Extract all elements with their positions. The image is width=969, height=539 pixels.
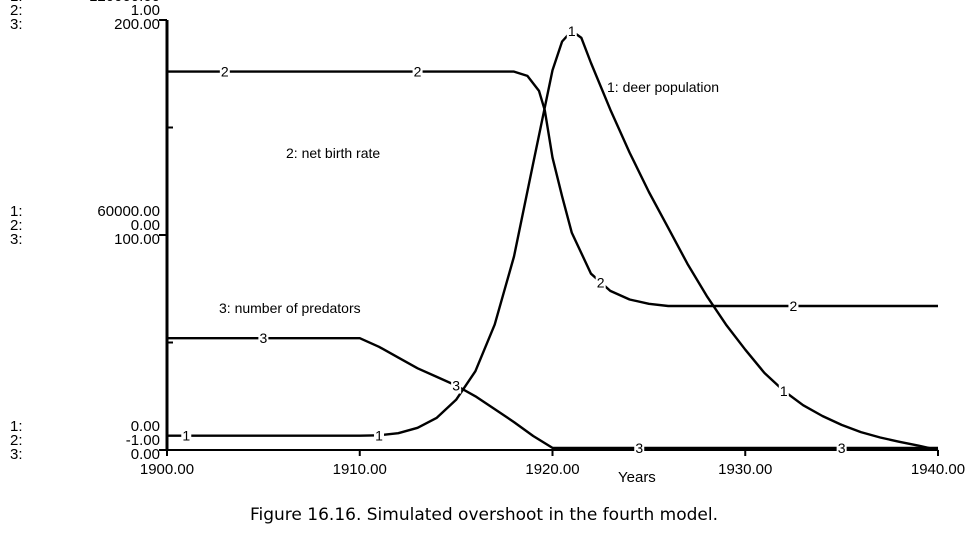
series-marker-bg xyxy=(566,22,577,39)
y-tick-label: 1.00 xyxy=(131,2,160,19)
series-marker-bg xyxy=(258,330,269,347)
y-axis-id: 2: xyxy=(10,217,23,234)
series-marker-bg xyxy=(788,297,799,314)
series-marker-bg xyxy=(451,377,462,394)
series-markers: 1 1 1 1 2 2 2 2 3 3 3 3 xyxy=(181,22,847,456)
y-tick-label: 100.00 xyxy=(114,231,160,248)
series-label-2: 2: net birth rate xyxy=(286,145,380,161)
y-axis-id: 2: xyxy=(10,2,23,19)
y-axis-id: 1: xyxy=(10,203,23,220)
y-tick-label: 0.00 xyxy=(131,217,160,234)
series-marker-bg xyxy=(836,439,847,456)
axis-ticks xyxy=(159,19,939,456)
y-axis-id: 3: xyxy=(10,231,23,248)
x-tick-label: 1920.00 xyxy=(525,461,579,478)
figure-caption: Figure 16.16. Simulated overshoot in the… xyxy=(250,505,718,525)
y-tick-label: 60000.00 xyxy=(97,203,160,220)
series-marker-1: 1 xyxy=(780,383,788,399)
series-line-2 xyxy=(167,70,938,308)
y-axis-id: 3: xyxy=(10,16,23,33)
axes xyxy=(165,20,938,451)
series-marker-bg xyxy=(778,382,789,399)
y-tick-label: 0.00 xyxy=(131,446,160,463)
series-marker-2: 2 xyxy=(597,274,605,290)
series-marker-2: 2 xyxy=(414,64,422,80)
y-axis-id: 2: xyxy=(10,432,23,449)
y-axis-id: 3: xyxy=(10,446,23,463)
y-axis-id: 1: xyxy=(10,418,23,435)
series-line-3 xyxy=(167,337,938,450)
series-marker-2: 2 xyxy=(221,64,229,80)
series-marker-3: 3 xyxy=(452,378,460,394)
y-tick-label: 0.00 xyxy=(131,418,160,435)
x-tick-label: 1930.00 xyxy=(718,461,772,478)
series-marker-1: 1 xyxy=(375,427,383,443)
series-line-1 xyxy=(167,29,939,452)
series-marker-bg xyxy=(181,427,192,444)
series-marker-3: 3 xyxy=(259,330,267,346)
y-tick-label: 120000.00 xyxy=(89,0,160,5)
x-axis-title: Years xyxy=(618,469,656,486)
series-lines xyxy=(167,29,939,452)
x-tick-label: 1900.00 xyxy=(140,461,194,478)
series-labels: 1: deer population 2: net birth rate 3: nu… xyxy=(219,79,719,316)
series-marker-bg xyxy=(595,274,606,291)
series-marker-1: 1 xyxy=(568,23,576,39)
y-tick-label: 200.00 xyxy=(114,16,160,33)
series-marker-bg xyxy=(634,439,645,456)
x-axis-labels: 1900.00 1910.00 1920.00 1930.00 1940.00 xyxy=(140,461,965,478)
x-tick-label: 1910.00 xyxy=(333,461,387,478)
series-marker-bg xyxy=(219,63,230,80)
series-marker-3: 3 xyxy=(838,440,846,456)
series-marker-bg xyxy=(412,63,423,80)
series-label-3: 3: number of predators xyxy=(219,300,361,316)
series-label-1: 1: deer population xyxy=(607,79,719,95)
x-tick-label: 1940.00 xyxy=(911,461,965,478)
y-axis-id: 1: xyxy=(10,0,23,5)
series-marker-2: 2 xyxy=(790,298,798,314)
series-marker-bg xyxy=(374,427,385,444)
y-axis-labels: 1: 0.00 2: -1.00 3: 0.00 1: 60000.00 2: 0.00 3: 100… xyxy=(10,0,160,463)
series-marker-3: 3 xyxy=(635,440,643,456)
series-marker-1: 1 xyxy=(182,428,190,444)
y-tick-label: -1.00 xyxy=(126,432,160,449)
